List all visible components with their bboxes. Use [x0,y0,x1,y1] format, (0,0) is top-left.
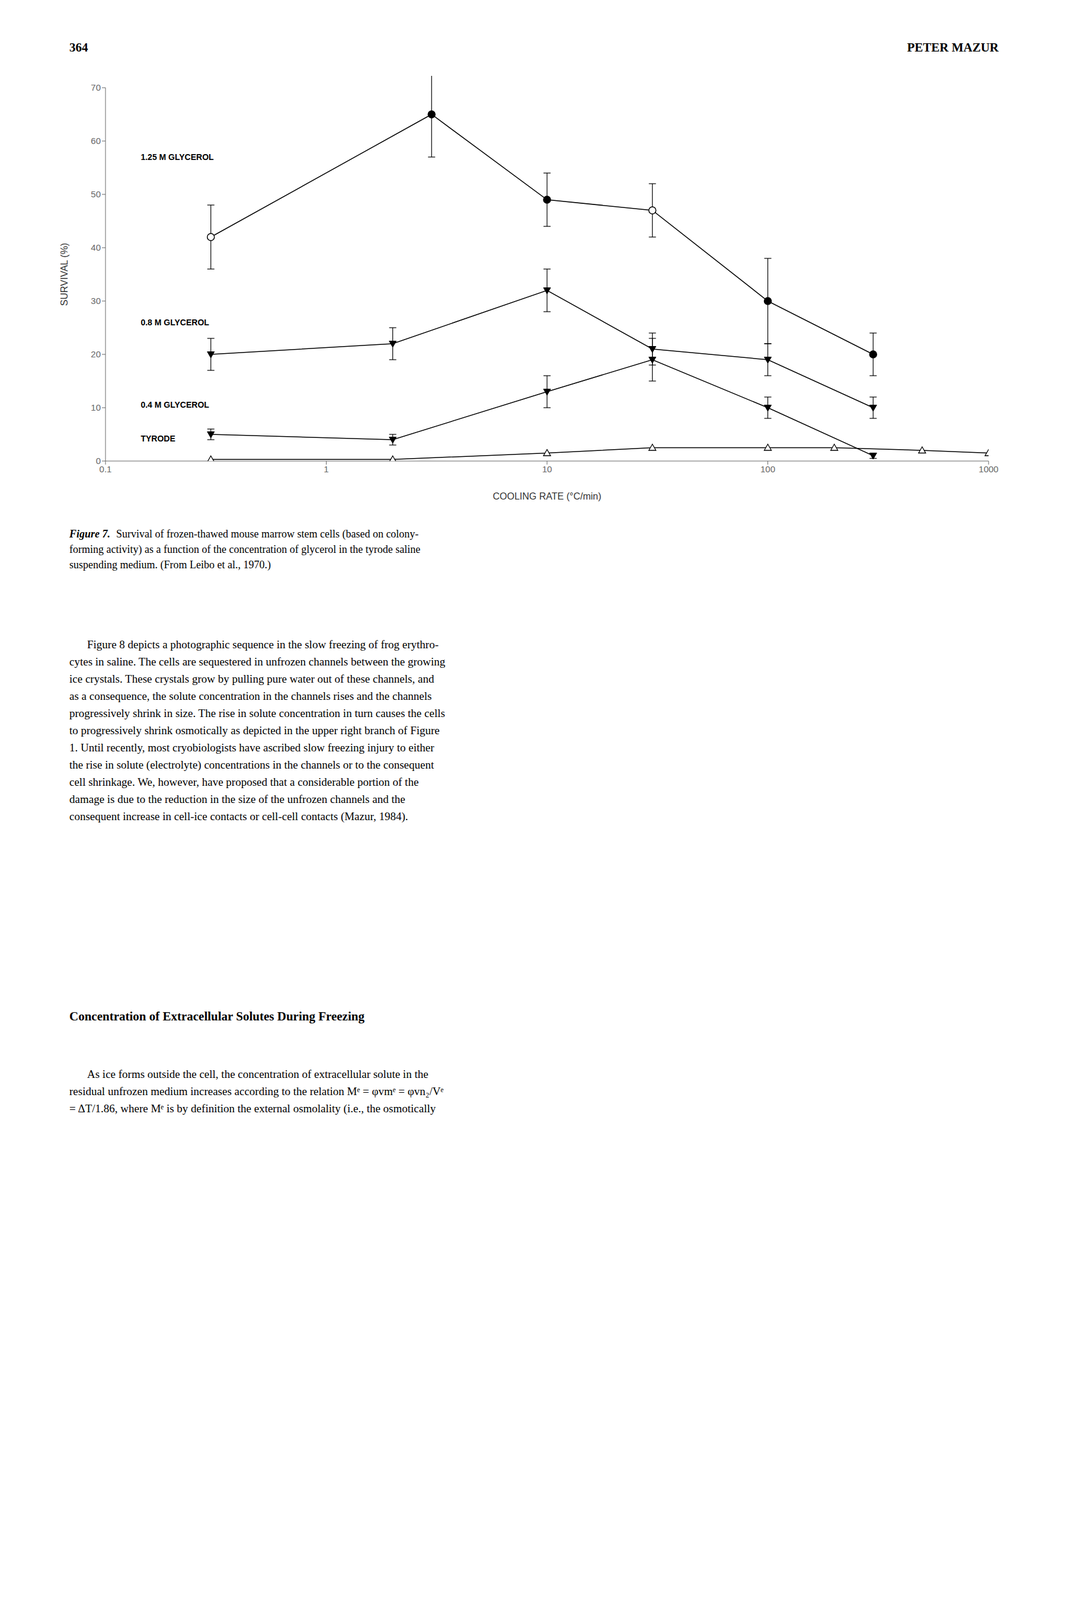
html-text:ice crystals. These crystals g: ice crystals. These crystals grow by pul… [69,672,435,686]
html-text:to progressively shrink osmoti: to progressively shrink osmotically as d… [69,724,440,737]
html-text:damage is due to the reduction: damage is due to the reduction in the si… [69,792,406,806]
svg-text:10: 10 [542,464,553,475]
html-text:the rise in solute (electrolyt: the rise in solute (electrolyte) concent… [69,758,434,772]
svg-text:1.25 M GLYCEROL: 1.25 M GLYCEROL [140,152,214,162]
html-text:suspending medium. (From Leibo: suspending medium. (From Leibo et al., 1… [69,558,271,571]
svg-text:1: 1 [323,464,329,475]
svg-text:TYRODE: TYRODE [140,433,175,444]
svg-text:0.4 M GLYCEROL: 0.4 M GLYCEROL [140,400,210,410]
svg-text:40: 40 [90,242,101,253]
html-text:consequent increase in cell-ic: consequent increase in cell-ice contacts… [69,810,409,823]
svg-text:60: 60 [90,135,101,146]
svg-text:COOLING RATE (°C/min): COOLING RATE (°C/min) [493,491,602,502]
svg-text:0: 0 [96,455,101,466]
html-text:1. Until recently, most cryobi: 1. Until recently, most cryobiologists h… [69,741,435,754]
html-text:as a consequence, the solute c: as a consequence, the solute concentrati… [69,689,432,703]
svg-text:0.8 M GLYCEROL: 0.8 M GLYCEROL [140,317,210,328]
svg-text:1000: 1000 [978,464,999,475]
svg-text:100: 100 [760,464,776,475]
svg-text:10: 10 [90,402,101,413]
html-text:residual unfrozen medium incre: residual unfrozen medium increases accor… [69,1085,444,1098]
html-text:Concentration of Extracellular: Concentration of Extracellular Solutes D… [69,1009,365,1024]
svg-text:30: 30 [90,295,101,306]
svg-text:50: 50 [90,189,101,200]
svg-text:20: 20 [90,349,101,360]
svg-text:0.1: 0.1 [99,464,113,475]
html-text:forming activity) as a functio: forming activity) as a function of the c… [69,543,421,556]
html-text:cell shrinkage. We, however, h: cell shrinkage. We, however, have propos… [69,775,419,789]
html-text:PETER MAZUR: PETER MAZUR [907,40,999,55]
html-text:364: 364 [69,40,89,55]
html-text:As ice forms outside the cell,: As ice forms outside the cell, the conce… [87,1068,429,1081]
html-text:Survival of frozen-thawed mous: Survival of frozen-thawed mouse marrow s… [116,528,419,540]
html-text:Figure 8 depicts a photographi: Figure 8 depicts a photographic sequence… [87,638,439,651]
html-text:Figure 7.: Figure 7. [69,528,111,540]
html-text:= ΔT/1.86, where Mᵉ is by defi: = ΔT/1.86, where Mᵉ is by definition the… [69,1102,436,1115]
svg-text:70: 70 [90,82,101,93]
html-text:cytes in saline. The cells are: cytes in saline. The cells are sequester… [69,655,446,668]
html-text:progressively shrink in size.: progressively shrink in size. The rise i… [69,707,446,720]
svg-text:SURVIVAL (%): SURVIVAL (%) [59,242,70,306]
